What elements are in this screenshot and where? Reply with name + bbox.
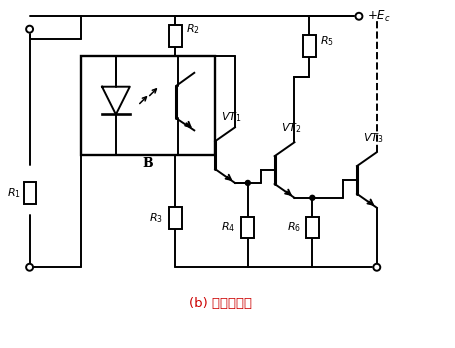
Text: (b) 典型电路二: (b) 典型电路二 (188, 298, 252, 310)
Bar (306, 217, 319, 238)
Text: B: B (142, 157, 153, 169)
Text: B: B (143, 157, 152, 169)
Circle shape (245, 181, 250, 185)
Bar (24, 182, 35, 204)
Bar (169, 207, 182, 229)
Text: $R_3$: $R_3$ (149, 211, 162, 224)
Text: $R_4$: $R_4$ (221, 221, 235, 235)
Bar (169, 25, 182, 47)
Text: $+E_c$: $+E_c$ (367, 9, 390, 24)
Text: $R_5$: $R_5$ (320, 34, 334, 48)
Circle shape (355, 13, 363, 20)
Text: $VT_2$: $VT_2$ (281, 121, 301, 135)
Circle shape (26, 26, 33, 33)
Circle shape (373, 264, 380, 271)
Text: $VT_1$: $VT_1$ (221, 111, 242, 124)
Bar (81, 56, 215, 155)
Bar (303, 35, 316, 57)
Bar (242, 217, 254, 238)
Text: $R_6$: $R_6$ (288, 221, 302, 235)
Text: $R_1$: $R_1$ (7, 186, 20, 200)
Circle shape (310, 195, 315, 200)
Text: $R_2$: $R_2$ (187, 22, 200, 36)
Circle shape (26, 264, 33, 271)
Text: $VT_3$: $VT_3$ (363, 132, 384, 145)
